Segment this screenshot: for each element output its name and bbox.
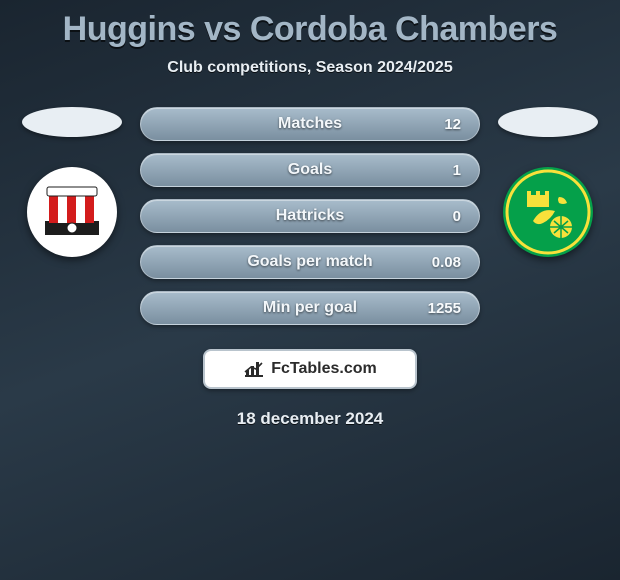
stat-row: Matches 12 — [140, 107, 480, 141]
left-player-silhouette — [22, 107, 122, 137]
bar-chart-icon — [243, 360, 265, 378]
canary-crest-icon — [505, 169, 591, 255]
shield-icon — [35, 175, 109, 249]
brand-text: FcTables.com — [271, 360, 377, 378]
left-team-column — [22, 107, 122, 257]
stat-label: Goals per match — [209, 253, 411, 271]
right-player-silhouette — [498, 107, 598, 137]
brand-badge: FcTables.com — [203, 349, 417, 389]
stat-row: Hattricks 0 — [140, 199, 480, 233]
stat-row: Min per goal 1255 — [140, 291, 480, 325]
stat-right-value: 0 — [411, 208, 461, 225]
stat-right-value: 1255 — [411, 300, 461, 317]
footer-date: 18 december 2024 — [0, 409, 620, 429]
stat-label: Hattricks — [209, 207, 411, 225]
stat-right-value: 1 — [411, 162, 461, 179]
stat-right-value: 0.08 — [411, 254, 461, 271]
comparison-panel: Matches 12 Goals 1 Hattricks 0 Goals per… — [0, 107, 620, 325]
right-team-crest — [503, 167, 593, 257]
subtitle: Club competitions, Season 2024/2025 — [0, 59, 620, 77]
stat-row: Goals 1 — [140, 153, 480, 187]
page-title: Huggins vs Cordoba Chambers — [0, 10, 620, 49]
stat-label: Min per goal — [209, 299, 411, 317]
stat-right-value: 12 — [411, 116, 461, 133]
stat-label: Matches — [209, 115, 411, 133]
stats-list: Matches 12 Goals 1 Hattricks 0 Goals per… — [140, 107, 480, 325]
left-team-crest — [27, 167, 117, 257]
stat-label: Goals — [209, 161, 411, 179]
stat-row: Goals per match 0.08 — [140, 245, 480, 279]
right-team-column — [498, 107, 598, 257]
